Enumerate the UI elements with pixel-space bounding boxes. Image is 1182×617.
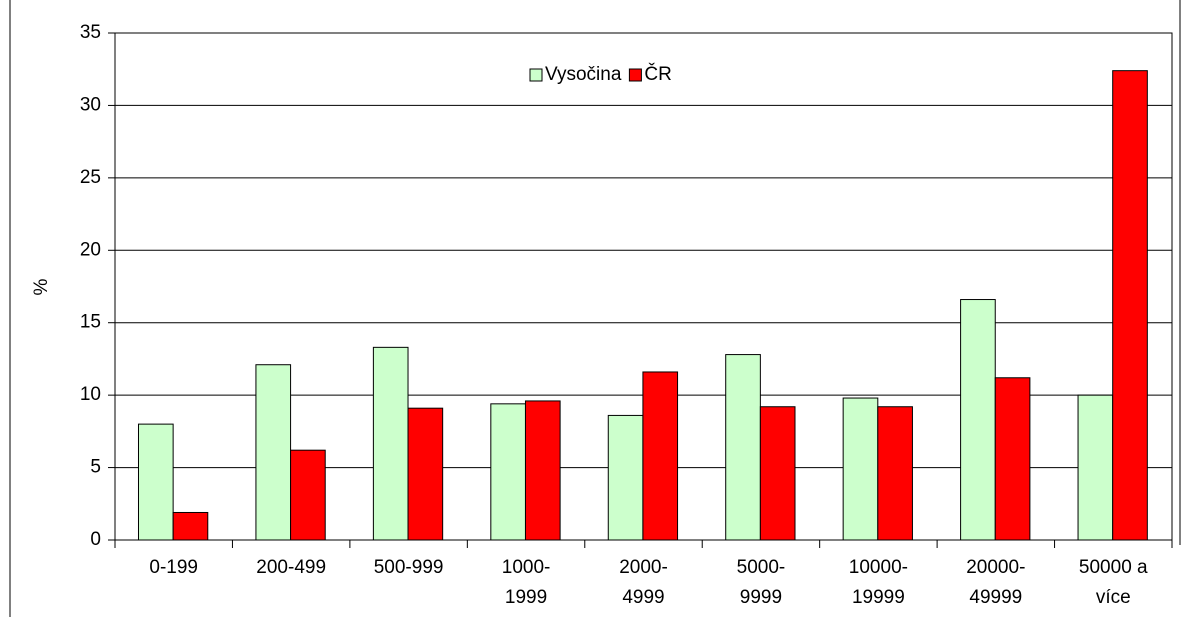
legend-swatch: [628, 68, 642, 82]
bar: [842, 397, 879, 541]
y-tick-label: 0: [90, 529, 101, 550]
x-tick-label: 200-499: [256, 557, 326, 578]
legend-label: ČR: [644, 63, 671, 85]
x-tick-label: 500-999: [374, 557, 444, 578]
x-tick-label: 1000-1999: [502, 557, 551, 608]
bar: [490, 403, 526, 541]
bar: [137, 423, 174, 541]
bar: [372, 346, 409, 541]
x-tick-label: 5000-9999: [737, 557, 786, 608]
bar: [642, 371, 679, 541]
bar: [877, 406, 913, 541]
y-tick-label: 20: [80, 239, 101, 260]
bar: [407, 407, 444, 541]
y-tick-label: 10: [80, 384, 101, 405]
x-tick-label: 20000-49999: [966, 557, 1025, 608]
y-axis-label: %: [31, 278, 52, 295]
y-tick-label: 15: [80, 312, 101, 333]
bar: [290, 449, 326, 541]
legend-swatch: [529, 68, 543, 82]
x-tick-label: 2000-4999: [619, 557, 668, 608]
y-tick-label: 5: [90, 457, 101, 478]
bar: [759, 406, 796, 541]
bar: [172, 511, 209, 541]
bar: [725, 354, 761, 541]
x-tick-label: 10000-19999: [849, 557, 908, 608]
y-tick-label: 30: [80, 94, 101, 115]
bar: [1077, 394, 1114, 541]
bar: [960, 299, 996, 541]
bar: [255, 364, 292, 541]
y-tick-label: 25: [80, 167, 101, 188]
bar: [1112, 70, 1148, 541]
y-tick-label: 35: [80, 22, 101, 43]
bar: [524, 400, 561, 541]
bar: [607, 414, 644, 541]
bar: [994, 377, 1031, 541]
x-tick-label: 0-199: [149, 557, 198, 578]
legend-label: Vysočina: [545, 64, 622, 85]
x-tick-label: 50000 a více: [1079, 557, 1148, 608]
